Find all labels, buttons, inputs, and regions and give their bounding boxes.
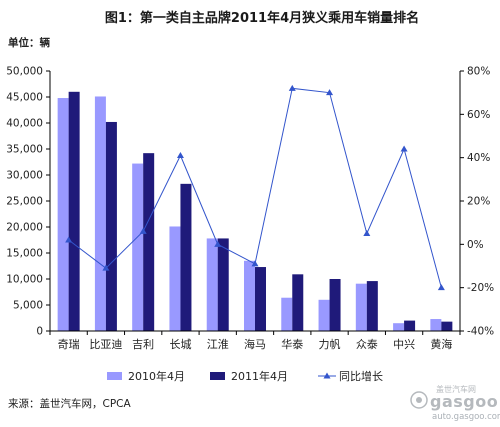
right-tick-label: 80% (467, 66, 490, 78)
watermark-url: auto.gasgoo.com (432, 412, 500, 422)
right-tick-label: 20% (467, 196, 490, 208)
bar (57, 98, 69, 331)
x-tick-label: 黄海 (430, 337, 452, 351)
bar (318, 299, 330, 331)
x-tick-label: 比亚迪 (89, 338, 122, 351)
left-y-axis: 0 5,000 10,000 15,000 20,000 25,000 30,000 35,0… (6, 66, 51, 338)
left-tick-label: 35,000 (6, 144, 43, 156)
x-tick-label: 奇瑞 (58, 337, 80, 351)
growth-point (102, 264, 110, 271)
bar (281, 297, 293, 331)
left-tick-label: 30,000 (6, 170, 43, 182)
left-tick-label: 50,000 (6, 66, 43, 78)
x-tick-label: 众泰 (356, 337, 378, 351)
x-axis: 奇瑞 比亚迪 吉利 长城 江淮 海马 华泰 力帆 众泰 中兴 黄海 (49, 330, 461, 351)
bar (143, 153, 155, 331)
unit-label: 单位：辆 (8, 36, 50, 49)
legend-swatch (210, 372, 225, 380)
x-tick-label: 江淮 (207, 338, 229, 351)
bar (132, 163, 144, 331)
plot-area (57, 84, 453, 332)
gasgoo-watermark-logo: 盖世汽车网 gasgoo auto.gasgoo.com (410, 384, 500, 422)
watermark-emblem-icon (410, 391, 428, 409)
bar (366, 281, 378, 331)
legend-marker (323, 372, 331, 379)
legend-swatch (107, 372, 122, 380)
x-tick-label: 海马 (244, 337, 266, 351)
bar (430, 319, 442, 331)
source-note: 来源：盖世汽车网，CPCA (8, 397, 131, 410)
left-tick-label: 0 (36, 326, 43, 338)
growth-point (437, 284, 445, 291)
growth-point (176, 152, 184, 158)
growth-point (326, 89, 334, 96)
legend-label: 同比增长 (339, 369, 383, 383)
growth-point (214, 240, 222, 247)
left-tick-label: 10,000 (6, 274, 43, 286)
bar (206, 238, 218, 331)
right-tick-label: 0% (467, 239, 484, 251)
x-tick-label: 力帆 (319, 337, 341, 351)
left-tick-label: 25,000 (6, 196, 43, 208)
bar (68, 91, 80, 331)
growth-line (68, 87, 442, 288)
bar (180, 183, 192, 331)
right-tick-label: 40% (467, 152, 490, 164)
x-tick-label: 长城 (169, 338, 191, 351)
bar (329, 279, 341, 331)
bar (292, 274, 304, 331)
bar (404, 320, 416, 331)
right-y-axis: -40% -20% 0% 20% 40% 60% 80% (459, 66, 494, 338)
chart-title: 图1：第一类自主品牌2011年4月狭义乘用车销量排名 (105, 10, 419, 26)
bar (441, 321, 453, 331)
legend-label: 2010年4月 (128, 369, 185, 383)
growth-point (139, 227, 147, 234)
x-tick-label: 中兴 (393, 338, 415, 351)
bar (169, 226, 181, 331)
left-tick-label: 40,000 (6, 118, 43, 130)
growth-point (65, 236, 73, 243)
left-tick-label: 5,000 (13, 300, 43, 312)
bar (217, 238, 229, 331)
bar (244, 260, 255, 331)
growth-point (288, 84, 296, 91)
x-tick-label: 华泰 (281, 337, 303, 351)
bar (355, 283, 367, 331)
left-tick-label: 20,000 (6, 222, 43, 234)
x-tick-label: 吉利 (132, 338, 154, 351)
left-tick-label: 15,000 (6, 248, 43, 260)
left-tick-label: 45,000 (6, 92, 43, 104)
right-tick-label: 60% (467, 109, 490, 121)
growth-point (400, 145, 408, 152)
growth-point (251, 260, 259, 267)
bar (105, 121, 117, 332)
bar (255, 267, 266, 331)
right-tick-label: -40% (467, 326, 494, 338)
bar (393, 323, 405, 331)
bar (94, 96, 106, 331)
legend: 2010年4月 2011年4月 同比增长 (107, 369, 383, 383)
growth-point (363, 230, 371, 236)
legend-label: 2011年4月 (231, 369, 288, 383)
watermark-brand: gasgoo (430, 392, 498, 411)
watermark-cn: 盖世汽车网 (436, 384, 476, 394)
right-tick-label: -20% (467, 282, 494, 294)
